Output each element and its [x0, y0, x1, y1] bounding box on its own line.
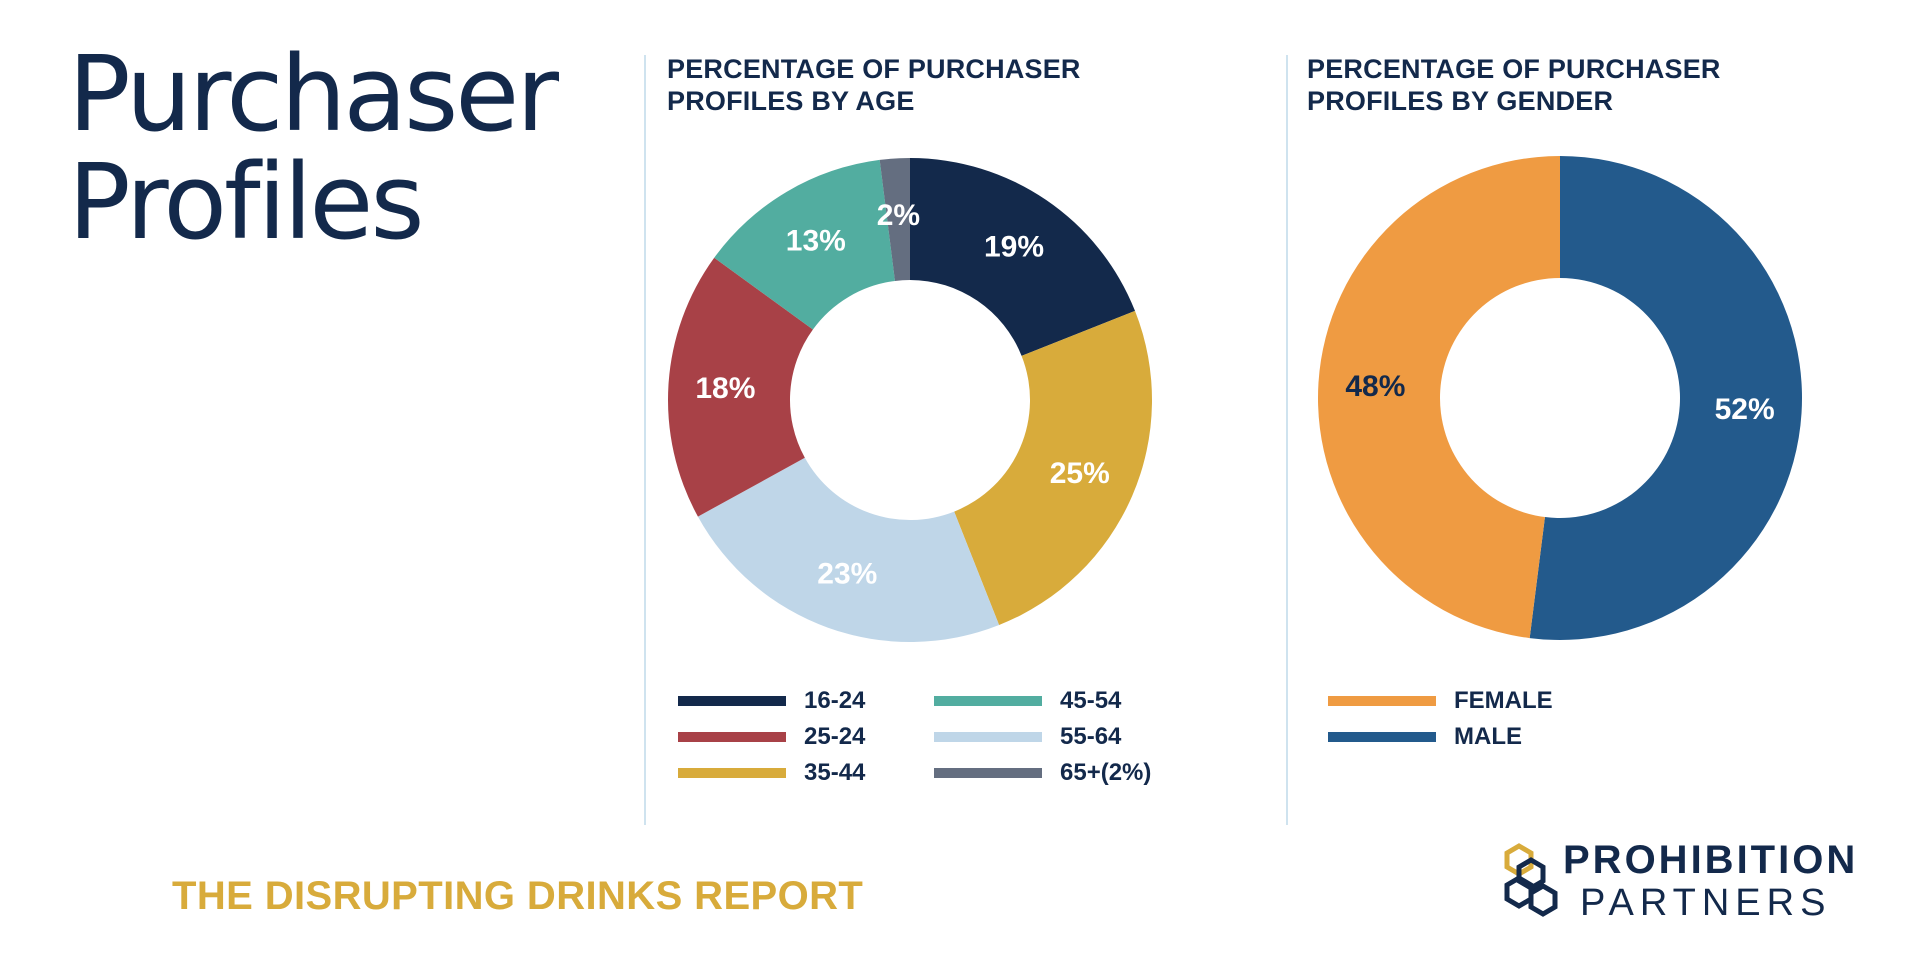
page-title-line-2: Profiles	[68, 141, 425, 263]
age-slice-45-54	[714, 159, 895, 330]
age-legend-item: 45-54	[934, 687, 1174, 714]
divider-left	[644, 55, 646, 825]
age-legend-swatch	[678, 696, 786, 706]
age-legend-label: 55-64	[1060, 723, 1122, 750]
prohibition-partners-logo: PROHIBITION PARTNERS	[1500, 838, 1880, 928]
age-legend-label: 16-24	[804, 687, 866, 714]
logo-text-prohibition: PROHIBITION	[1563, 838, 1859, 882]
age-legend-swatch	[934, 768, 1042, 778]
age-legend-swatch	[678, 768, 786, 778]
logo-text-partners: PARTNERS	[1580, 882, 1832, 924]
gender-chart-title-line-1: PERCENTAGE OF PURCHASER	[1307, 54, 1721, 84]
age-slice-16-24	[910, 158, 1136, 356]
gender-slice-female	[1317, 156, 1560, 639]
age-legend-item: 25-24	[678, 723, 934, 750]
age-slice-value-label: 2%	[877, 199, 920, 232]
age-slice-value-label: 13%	[786, 224, 846, 257]
age-slice-value-label: 25%	[1050, 457, 1110, 490]
gender-slice-value-label: 48%	[1345, 370, 1405, 403]
age-legend-swatch	[678, 732, 786, 742]
age-chart-title-line-2: PROFILES BY AGE	[667, 86, 915, 116]
age-slice-35-44	[954, 310, 1152, 626]
age-slice-value-label: 23%	[817, 558, 877, 591]
divider-right	[1286, 55, 1288, 825]
age-slice-value-label: 18%	[695, 372, 755, 405]
gender-legend-swatch	[1328, 696, 1436, 706]
age-slice-25-24	[668, 257, 813, 517]
page-title-line-1: Purchaser	[68, 33, 559, 155]
gender-legend-label: MALE	[1454, 723, 1522, 750]
age-legend-item: 55-64	[934, 723, 1174, 750]
hexagon-logo-icon	[1504, 843, 1558, 917]
gender-legend-item: FEMALE	[1328, 687, 1628, 714]
age-legend-label: 65+(2%)	[1060, 759, 1152, 786]
gender-legend-item: MALE	[1328, 723, 1628, 750]
gender-legend-swatch	[1328, 732, 1436, 742]
gender-donut-chart: 52% 48%	[1317, 156, 1802, 640]
age-legend-item: 65+(2%)	[934, 759, 1174, 786]
age-donut-chart: 19% 25% 23% 18% 13% 2%	[668, 158, 1152, 642]
age-chart-title: PERCENTAGE OF PURCHASER PROFILES BY AGE	[667, 53, 1081, 117]
age-legend-label: 35-44	[804, 759, 866, 786]
gender-chart-title-line-2: PROFILES BY GENDER	[1307, 86, 1614, 116]
age-legend: 16-24 25-24 35-44 45-54 55-64 65+(2%)	[678, 687, 1174, 786]
gender-legend-label: FEMALE	[1454, 687, 1553, 714]
age-slice-65-2	[879, 158, 910, 281]
page-title: Purchaser Profiles	[68, 33, 559, 263]
gender-legend: FEMALE MALE	[1328, 687, 1628, 750]
age-legend-swatch	[934, 696, 1042, 706]
age-legend-swatch	[934, 732, 1042, 742]
gender-slice-male	[1529, 156, 1802, 640]
age-legend-item: 16-24	[678, 687, 934, 714]
report-title-footer: THE DISRUPTING DRINKS REPORT	[172, 874, 864, 918]
gender-slice-value-label: 52%	[1715, 393, 1775, 426]
age-slice-value-label: 19%	[984, 230, 1044, 263]
age-legend-item: 35-44	[678, 759, 934, 786]
gender-chart-title: PERCENTAGE OF PURCHASER PROFILES BY GEND…	[1307, 53, 1721, 117]
age-slice-55-64	[697, 457, 1000, 642]
age-legend-label: 45-54	[1060, 687, 1122, 714]
age-chart-title-line-1: PERCENTAGE OF PURCHASER	[667, 54, 1081, 84]
age-legend-label: 25-24	[804, 723, 866, 750]
